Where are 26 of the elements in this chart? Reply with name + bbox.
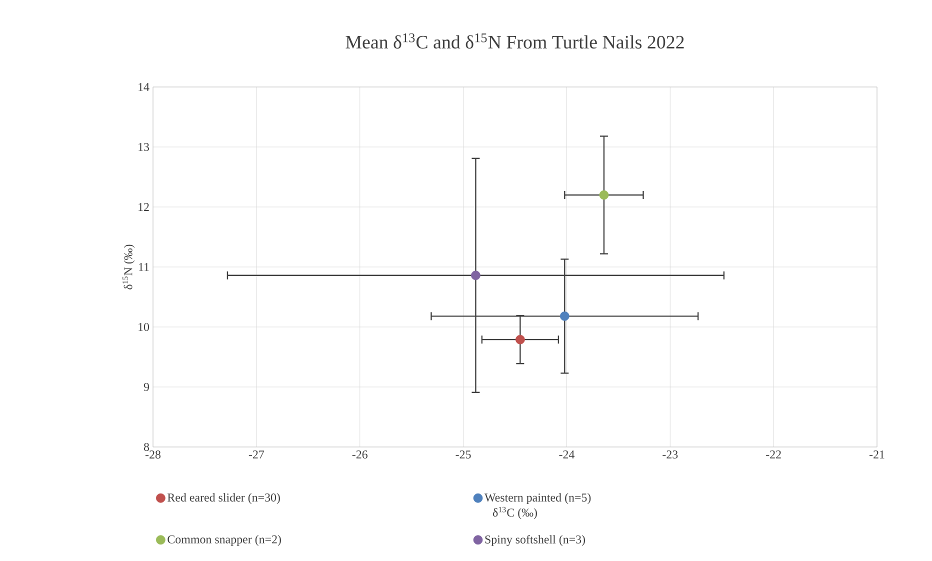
x-tick-label: -24 (559, 450, 575, 458)
point (471, 270, 480, 280)
legend-label: Spiny softshell (n=3) (485, 534, 586, 546)
x-tick-label: -25 (456, 450, 471, 459)
y-tick-label: 13 (138, 142, 150, 151)
x-tick-label: -26 (352, 450, 368, 459)
legend-label: Red eared slider (n=30) (168, 493, 280, 504)
y-tick-label: 12 (138, 203, 149, 211)
legend-label: Western painted (n=5) (484, 493, 591, 504)
y-tick-label: 8 (144, 442, 150, 452)
point (560, 311, 570, 321)
x-tick-label: -21 (869, 450, 884, 458)
x-tick-label: -28 (145, 450, 161, 459)
y-tick-label: 9 (144, 382, 149, 391)
x-axis-title: δ$^{13}$C (‰) (492, 506, 537, 520)
x-tick-label: -27 (248, 450, 264, 458)
x-tick-label: -23 (662, 450, 678, 459)
point (515, 334, 525, 344)
chart-title: Mean δ$^{13}$C and δ$^{15}$N From Turtle Nails 2022 (346, 33, 684, 49)
y-tick-label: 11 (139, 263, 149, 271)
y-axis-title: δ$^{15}$N (‰) (122, 244, 135, 290)
point (599, 190, 609, 200)
legend-label: Common snapper (n=2) (168, 535, 281, 546)
x-tick-label: -22 (766, 450, 781, 458)
y-tick-label: 14 (138, 83, 150, 91)
y-tick-label: 10 (138, 322, 150, 332)
